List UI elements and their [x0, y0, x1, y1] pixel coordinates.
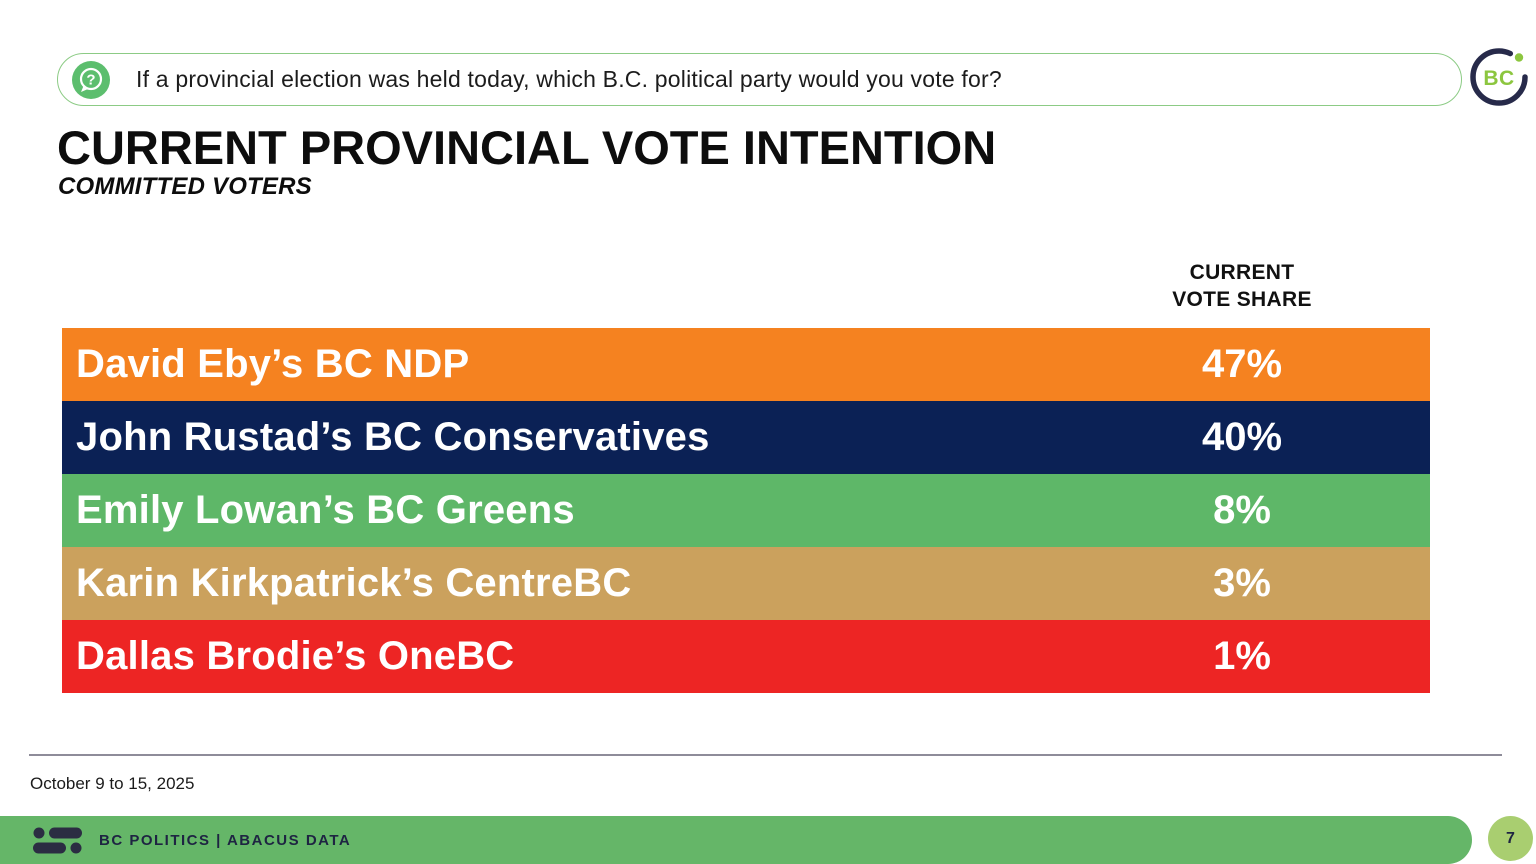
vote-bars: David Eby’s BC NDP 47% John Rustad’s BC Co…	[62, 328, 1430, 693]
vote-bar-row: John Rustad’s BC Conservatives 40%	[62, 401, 1430, 474]
party-label: Karin Kirkpatrick’s CentreBC	[76, 561, 632, 605]
svg-text:?: ?	[86, 71, 95, 88]
question-text: If a provincial election was held today,…	[136, 66, 1002, 92]
party-label: Dallas Brodie’s OneBC	[76, 634, 515, 678]
vote-bar-row: Emily Lowan’s BC Greens 8%	[62, 474, 1430, 547]
vote-share-value: 1%	[1213, 634, 1271, 678]
footnote-divider	[29, 754, 1502, 756]
party-label: David Eby’s BC NDP	[76, 342, 470, 386]
question-bubble-icon: ?	[72, 60, 110, 99]
vote-share-value: 3%	[1213, 561, 1271, 605]
survey-date-range: October 9 to 15, 2025	[30, 774, 195, 793]
column-header-line2: VOTE SHARE	[1172, 287, 1312, 311]
svg-text:BC: BC	[1483, 67, 1514, 90]
footer-brand-label: BC POLITICS | ABACUS DATA	[99, 831, 352, 849]
column-header: CURRENT VOTE SHARE	[1130, 260, 1354, 314]
page-number: 7	[1506, 829, 1515, 847]
vote-bar-row: Karin Kirkpatrick’s CentreBC 3%	[62, 547, 1430, 620]
column-header-line1: CURRENT	[1189, 261, 1295, 284]
page-number-badge: 7	[1488, 816, 1533, 861]
party-label: John Rustad’s BC Conservatives	[76, 415, 710, 459]
party-label: Emily Lowan’s BC Greens	[76, 488, 575, 532]
page-title: CURRENT PROVINCIAL VOTE INTENTION	[57, 121, 997, 174]
footer-bar: BC POLITICS | ABACUS DATA	[0, 816, 1472, 864]
abacus-data-logo-icon	[33, 827, 85, 854]
vote-share-value: 8%	[1213, 488, 1271, 532]
bc-brand-logo-icon: BC	[1468, 46, 1530, 108]
question-bar: ? If a provincial election was held toda…	[57, 53, 1462, 106]
vote-bar-row: David Eby’s BC NDP 47%	[62, 328, 1430, 401]
vote-share-value: 47%	[1201, 342, 1283, 386]
page-subtitle: COMMITTED VOTERS	[58, 173, 312, 200]
vote-bar-row: Dallas Brodie’s OneBC 1%	[62, 620, 1430, 693]
vote-share-value: 40%	[1201, 415, 1283, 459]
